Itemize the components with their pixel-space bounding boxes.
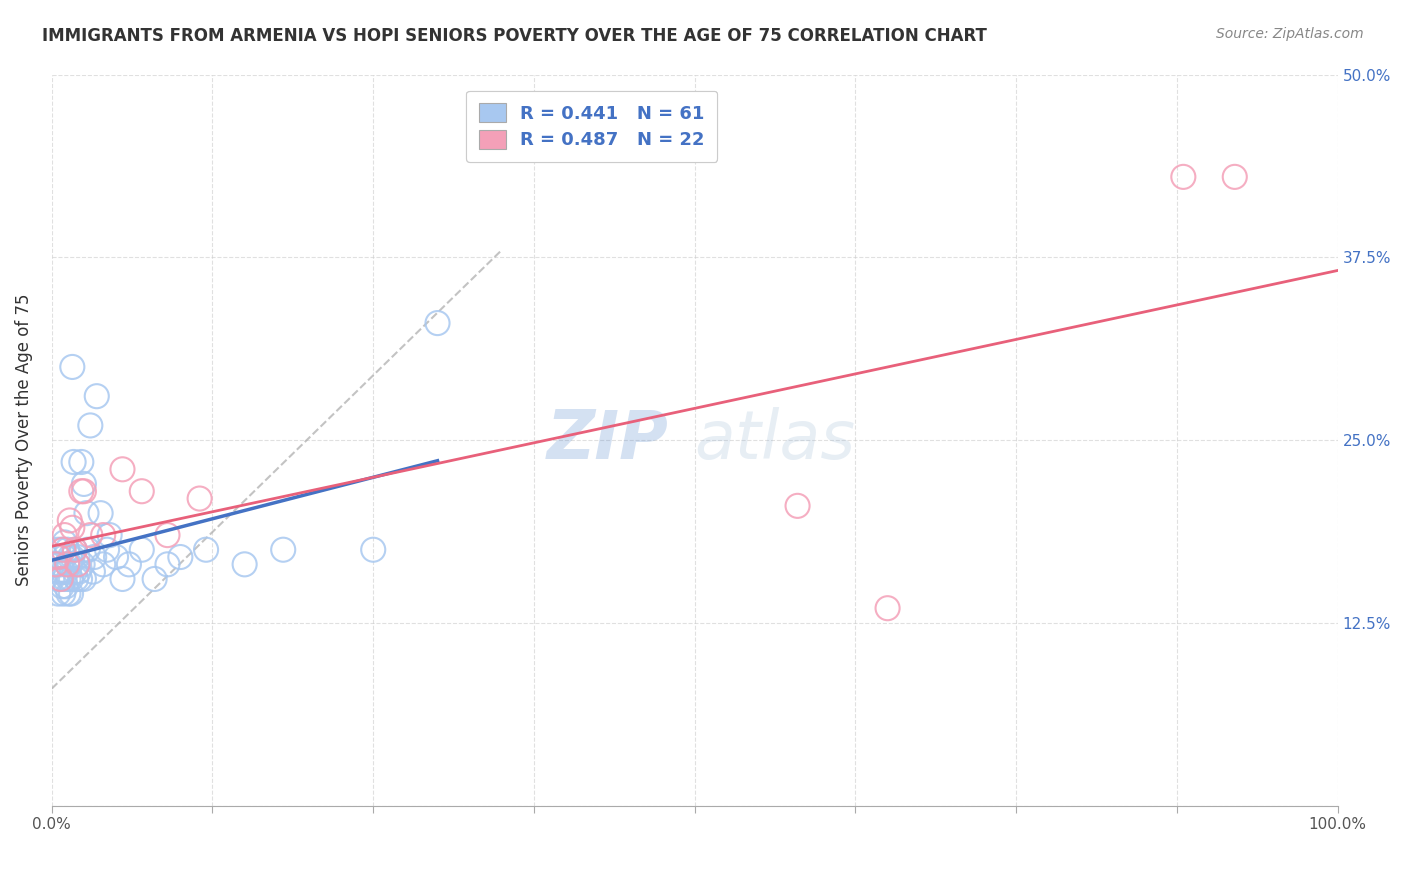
Text: IMMIGRANTS FROM ARMENIA VS HOPI SENIORS POVERTY OVER THE AGE OF 75 CORRELATION C: IMMIGRANTS FROM ARMENIA VS HOPI SENIORS … xyxy=(42,27,987,45)
Point xyxy=(53,528,76,542)
Point xyxy=(73,484,96,499)
Point xyxy=(73,572,96,586)
Point xyxy=(59,549,82,564)
Point xyxy=(60,586,83,600)
Point xyxy=(63,542,86,557)
Point xyxy=(111,572,134,586)
Point xyxy=(66,558,89,572)
Point xyxy=(60,359,83,374)
Point xyxy=(143,572,166,586)
Point xyxy=(65,572,87,586)
Y-axis label: Seniors Poverty Over the Age of 75: Seniors Poverty Over the Age of 75 xyxy=(15,293,32,586)
Point xyxy=(46,549,69,564)
Point xyxy=(60,521,83,535)
Point xyxy=(118,558,141,572)
Point xyxy=(70,455,93,469)
Point xyxy=(51,579,73,593)
Point xyxy=(45,558,67,572)
Point xyxy=(361,542,384,557)
Point xyxy=(52,586,75,600)
Text: ZIP: ZIP xyxy=(547,407,669,473)
Point xyxy=(195,542,218,557)
Point xyxy=(76,506,98,520)
Point xyxy=(56,558,79,572)
Point xyxy=(55,579,77,593)
Point xyxy=(79,528,101,542)
Point xyxy=(52,565,75,579)
Point xyxy=(233,558,256,572)
Point xyxy=(46,586,69,600)
Point xyxy=(60,549,83,564)
Point xyxy=(66,558,89,572)
Point xyxy=(1223,169,1246,184)
Text: Source: ZipAtlas.com: Source: ZipAtlas.com xyxy=(1216,27,1364,41)
Point xyxy=(70,484,93,499)
Point xyxy=(60,572,83,586)
Point xyxy=(79,418,101,433)
Point xyxy=(52,542,75,557)
Point xyxy=(49,558,72,572)
Point xyxy=(69,572,91,586)
Point xyxy=(105,549,128,564)
Point xyxy=(46,542,69,557)
Point xyxy=(51,542,73,557)
Point xyxy=(156,528,179,542)
Point xyxy=(131,542,153,557)
Point xyxy=(58,586,80,600)
Point xyxy=(188,491,211,506)
Point xyxy=(45,558,67,572)
Point xyxy=(82,565,104,579)
Point xyxy=(73,477,96,491)
Text: atlas: atlas xyxy=(695,407,856,473)
Point xyxy=(63,565,86,579)
Point xyxy=(111,462,134,476)
Point xyxy=(56,542,79,557)
Legend: R = 0.441   N = 61, R = 0.487   N = 22: R = 0.441 N = 61, R = 0.487 N = 22 xyxy=(467,91,717,162)
Point xyxy=(131,484,153,499)
Point xyxy=(53,572,76,586)
Point xyxy=(1173,169,1195,184)
Point xyxy=(786,499,808,513)
Point xyxy=(48,565,70,579)
Point xyxy=(56,558,79,572)
Point xyxy=(156,558,179,572)
Point xyxy=(58,572,80,586)
Point xyxy=(62,455,84,469)
Point xyxy=(86,389,108,403)
Point xyxy=(48,549,70,564)
Point xyxy=(63,542,86,557)
Point xyxy=(426,316,449,330)
Point xyxy=(53,535,76,549)
Point xyxy=(59,558,82,572)
Point xyxy=(83,549,105,564)
Point xyxy=(53,549,76,564)
Point xyxy=(66,549,89,564)
Point xyxy=(876,601,898,615)
Point xyxy=(91,558,114,572)
Point xyxy=(76,542,98,557)
Point xyxy=(169,549,191,564)
Point xyxy=(271,542,294,557)
Point xyxy=(96,542,118,557)
Point xyxy=(59,513,82,527)
Point xyxy=(67,565,90,579)
Point xyxy=(49,572,72,586)
Point xyxy=(98,528,121,542)
Point xyxy=(45,572,67,586)
Point xyxy=(91,528,114,542)
Point xyxy=(90,506,112,520)
Point xyxy=(72,558,94,572)
Point xyxy=(49,572,72,586)
Point xyxy=(55,565,77,579)
